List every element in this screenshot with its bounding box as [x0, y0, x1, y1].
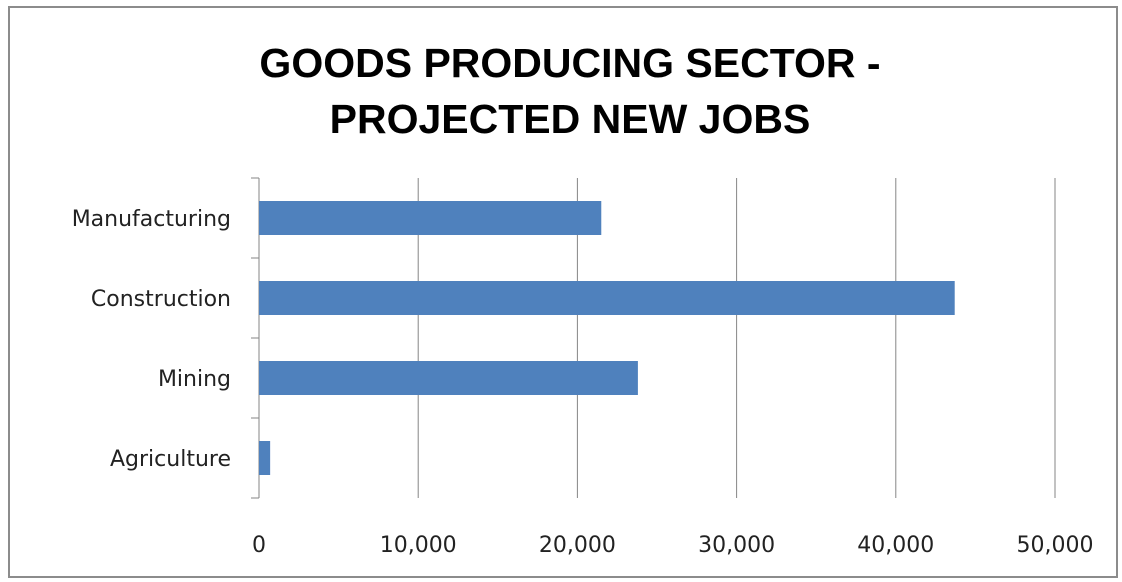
x-tick-labels: 0 10,000 20,000 30,000 40,000 50,000	[252, 533, 1093, 558]
x-tick-label: 0	[252, 533, 266, 558]
x-tick-label: 40,000	[857, 533, 934, 558]
x-tick-label: 20,000	[539, 533, 616, 558]
x-tick-label: 10,000	[380, 533, 457, 558]
bar-manufacturing	[259, 201, 602, 235]
category-label-construction: Construction	[91, 287, 231, 312]
chart-title-line-2: PROJECTED NEW JOBS	[330, 96, 811, 142]
bar-construction	[259, 281, 955, 315]
bars	[259, 201, 955, 475]
category-labels: Manufacturing Construction Mining Agricultu…	[72, 207, 231, 472]
category-label-mining: Mining	[158, 367, 231, 392]
x-tick-label: 50,000	[1017, 533, 1094, 558]
category-label-agriculture: Agriculture	[110, 447, 231, 472]
bar-agriculture	[259, 441, 271, 475]
x-tick-label: 30,000	[698, 533, 775, 558]
category-label-manufacturing: Manufacturing	[72, 207, 231, 232]
chart-title-line-1: GOODS PRODUCING SECTOR -	[259, 40, 880, 86]
axes	[251, 177, 260, 499]
bar-mining	[259, 361, 638, 395]
